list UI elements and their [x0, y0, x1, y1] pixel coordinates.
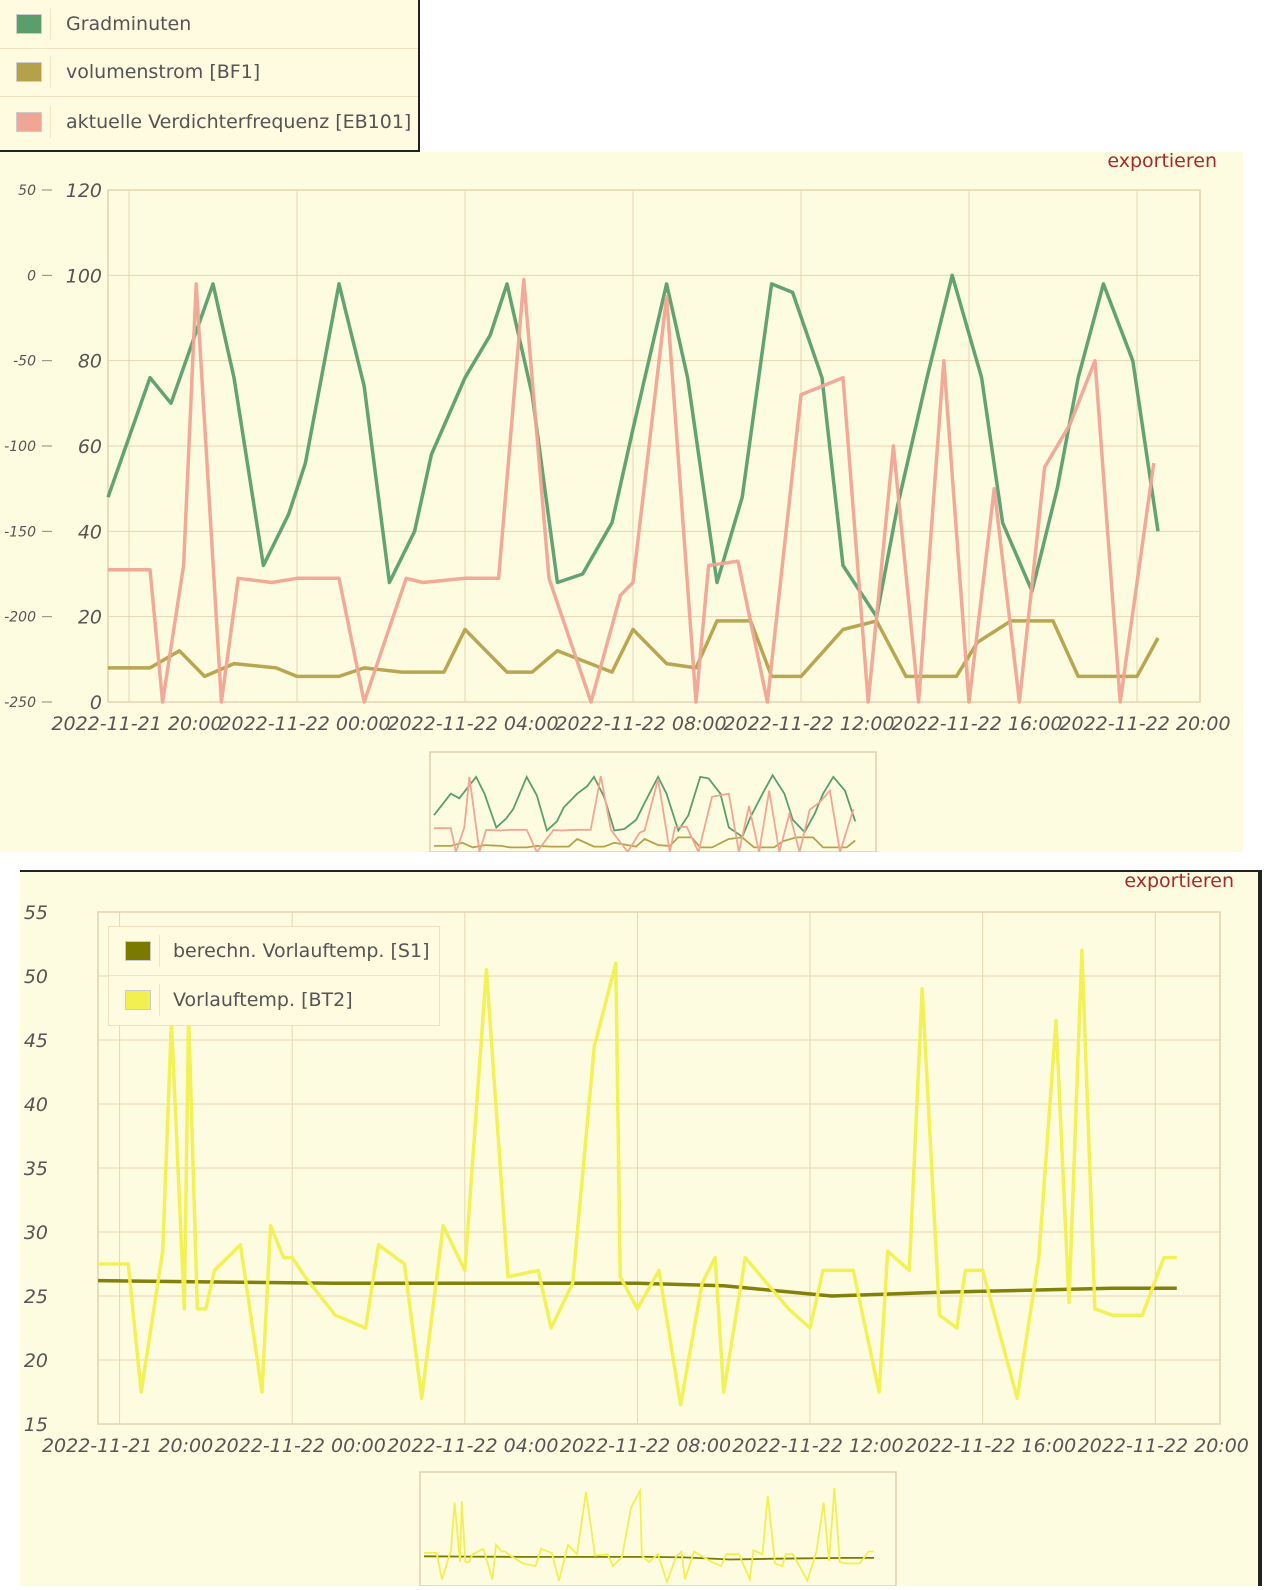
y2-tick-label: 50 [18, 183, 36, 199]
y2-tick-label: 0 [27, 268, 36, 284]
x-tick-label: 2022-11-21 20:00 [51, 713, 222, 735]
overview-series-line [433, 773, 857, 839]
y-tick-label: 50 [24, 966, 48, 988]
chart-2-panel: exportieren 15 20 25 30 35 40 45 50 55 2022-11-21… [20, 870, 1262, 1587]
legend-swatch [16, 112, 42, 132]
y-tick-label: 35 [24, 1158, 48, 1180]
series-line [98, 948, 1177, 1407]
y2-tick-label: -250 [4, 695, 36, 711]
legend-swatch [16, 62, 42, 82]
legend-swatch [125, 941, 151, 961]
y-tick-label: 120 [66, 180, 102, 202]
y2-tick-label: -200 [4, 610, 36, 626]
legend-swatch [16, 14, 42, 34]
series-line [108, 619, 1160, 679]
x-tick-label: 2022-11-22 16:00 [905, 1435, 1076, 1457]
y-tick-label: 45 [24, 1030, 48, 1052]
x-tick-label: 2022-11-22 20:00 [1059, 713, 1230, 735]
legend-swatch [125, 990, 151, 1010]
overview-series-line [434, 775, 855, 856]
x-tick-label: 2022-11-22 12:00 [723, 713, 894, 735]
series-line [97, 1278, 1177, 1298]
overview-series-line [423, 1555, 874, 1561]
legend-item-verdichterfrequenz[interactable]: aktuelle Verdichterfrequenz [EB101] [0, 98, 418, 146]
legend-item-gradminuten[interactable]: Gradminuten [0, 0, 418, 49]
y-tick-label: 15 [24, 1414, 48, 1436]
y-tick-label: 25 [24, 1286, 48, 1308]
y2-tick-label: -100 [4, 439, 36, 455]
y2-tick-label: -50 [13, 354, 36, 370]
x-tick-label: 2022-11-21 20:00 [42, 1435, 213, 1457]
legend-label: berechn. Vorlauftemp. [S1] [173, 940, 430, 962]
y-tick-label: 40 [24, 1094, 48, 1116]
x-tick-label: 2022-11-22 08:00 [555, 713, 726, 735]
overview-navigator [419, 1471, 897, 1587]
x-tick-label: 2022-11-22 00:00 [219, 713, 390, 735]
legend-item-berechn-vorlauftemp[interactable]: berechn. Vorlauftemp. [S1] [109, 927, 439, 976]
legend-item-volumenstrom[interactable]: volumenstrom [BF1] [0, 48, 418, 97]
y-tick-label: 100 [66, 265, 102, 287]
legend-label: aktuelle Verdichterfrequenz [EB101] [66, 111, 412, 133]
x-tick-label: 2022-11-22 12:00 [732, 1435, 903, 1457]
y-tick-label: 80 [78, 351, 102, 373]
y-tick-label: 40 [78, 521, 102, 543]
y-tick-label: 55 [24, 902, 48, 924]
y-tick-label: 60 [78, 436, 102, 458]
legend-item-vorlauftemp[interactable]: Vorlauftemp. [BT2] [109, 976, 439, 1024]
legend: berechn. Vorlauftemp. [S1] Vorlauftemp. … [108, 926, 440, 1026]
y-tick-label: 30 [24, 1222, 48, 1244]
legend-label: Vorlauftemp. [BT2] [173, 989, 353, 1011]
x-tick-label: 2022-11-22 04:00 [387, 713, 558, 735]
y-tick-label: 20 [78, 607, 102, 629]
x-tick-label: 2022-11-22 00:00 [215, 1435, 386, 1457]
x-tick-label: 2022-11-22 20:00 [1078, 1435, 1249, 1457]
legend-label: volumenstrom [BF1] [66, 61, 261, 83]
export-link[interactable]: exportieren [1107, 150, 1217, 172]
legend: Gradminuten volumenstrom [BF1] aktuelle … [0, 0, 420, 152]
overview-series-line [434, 836, 856, 849]
x-tick-label: 2022-11-22 04:00 [387, 1435, 558, 1457]
x-tick-label: 2022-11-22 08:00 [560, 1435, 731, 1457]
x-tick-label: 2022-11-22 16:00 [891, 713, 1062, 735]
y-tick-label: 0 [90, 692, 102, 714]
legend-label: Gradminuten [66, 13, 192, 35]
series-line [106, 273, 1160, 619]
chart-1-panel: exportieren 0 20 40 60 80 100 120 -250 -200 -150 -… [0, 150, 1243, 856]
chart-1[interactable]: 0 20 40 60 80 100 120 -250 -200 -150 -100 -50 0 50 202… [0, 152, 1243, 856]
series-line [108, 277, 1156, 704]
export-link[interactable]: exportieren [1124, 870, 1234, 892]
y2-tick-label: -150 [4, 524, 36, 540]
overview-series-line [424, 1487, 874, 1585]
y-tick-label: 20 [24, 1350, 48, 1372]
